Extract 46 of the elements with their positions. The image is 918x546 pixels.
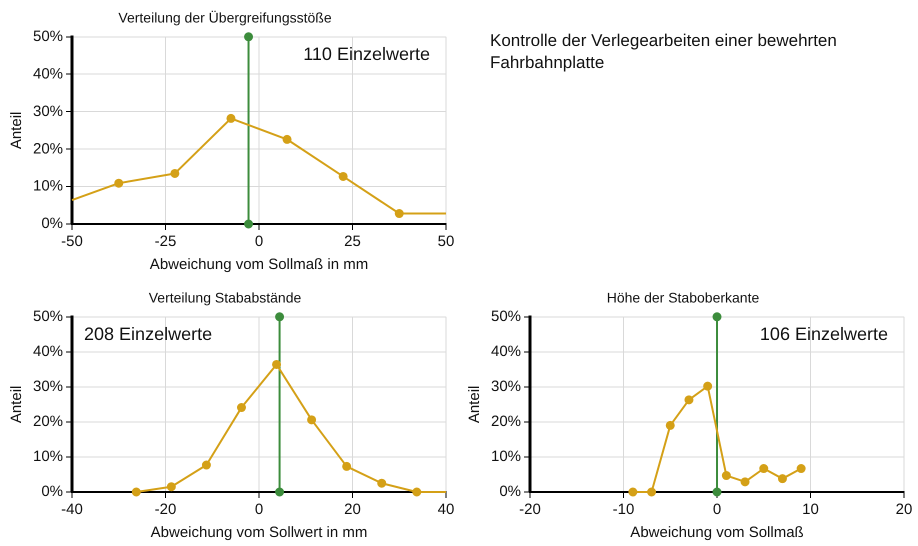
y-tick-label: 30% — [32, 102, 64, 120]
y-tick-label: 30% — [490, 378, 522, 396]
y-tick-label: 40% — [490, 342, 522, 360]
x-tick-label: -20 — [154, 501, 176, 518]
y-axis-title: Anteil — [466, 386, 484, 424]
text: Kontrolle der Verlegearbeiten einer bewehrten Fahrbahnplatte — [490, 30, 838, 74]
x-tick-label: 25 — [344, 233, 361, 250]
y-tick-label: 10% — [32, 448, 64, 466]
x-axis-title: Abweichung vom Sollmaß in mm — [150, 256, 368, 274]
x-tick-label: -20 — [519, 501, 541, 518]
y-tick-label: 10% — [32, 178, 64, 195]
x-axis-title: Abweichung vom Sollwert in mm — [150, 524, 368, 542]
y-tick-label: 0% — [41, 215, 64, 232]
y-tick-label: 0% — [499, 483, 522, 500]
y-tick-label: 40% — [32, 342, 64, 360]
y-tick-label: 20% — [490, 413, 522, 430]
y-tick-label: 50% — [32, 308, 64, 325]
annotation: 110 Einzelwerte — [303, 44, 430, 64]
x-tick-label: 0 — [712, 501, 722, 518]
chart-title: Höhe der Staboberkante — [606, 289, 760, 306]
annotation: 106 Einzelwerte — [760, 324, 888, 344]
y-tick-label: 20% — [32, 140, 64, 158]
chart-title: Verteilung der Übergreifungsstöße — [118, 9, 332, 26]
x-tick-label: -25 — [154, 233, 176, 250]
x-tick-label: 50 — [438, 233, 454, 250]
annotation: 208 Einzelwerte — [84, 324, 212, 344]
x-tick-label: 10 — [802, 501, 819, 518]
y-tick-label: 0% — [41, 483, 64, 500]
x-tick-label: 0 — [254, 501, 264, 518]
x-tick-label: -10 — [612, 501, 634, 518]
x-tick-label: 20 — [344, 501, 361, 518]
y-tick-label: 40% — [32, 65, 64, 82]
x-tick-label: 40 — [438, 501, 454, 518]
y-axis-title: Anteil — [8, 112, 26, 150]
chart-title: Verteilung Stababstände — [148, 289, 302, 306]
y-tick-label: 50% — [32, 28, 64, 45]
x-tick-label: 0 — [254, 233, 264, 250]
y-tick-label: 10% — [490, 448, 522, 466]
y-axis-title: Anteil — [8, 386, 26, 424]
y-tick-label: 20% — [32, 413, 64, 430]
x-tick-label: -40 — [61, 501, 83, 518]
x-tick-label: -50 — [61, 233, 83, 250]
x-tick-label: 20 — [896, 501, 912, 518]
y-tick-label: 50% — [490, 308, 522, 325]
x-axis-title: Abweichung vom Sollmaß — [630, 524, 804, 542]
y-tick-label: 30% — [32, 378, 64, 396]
